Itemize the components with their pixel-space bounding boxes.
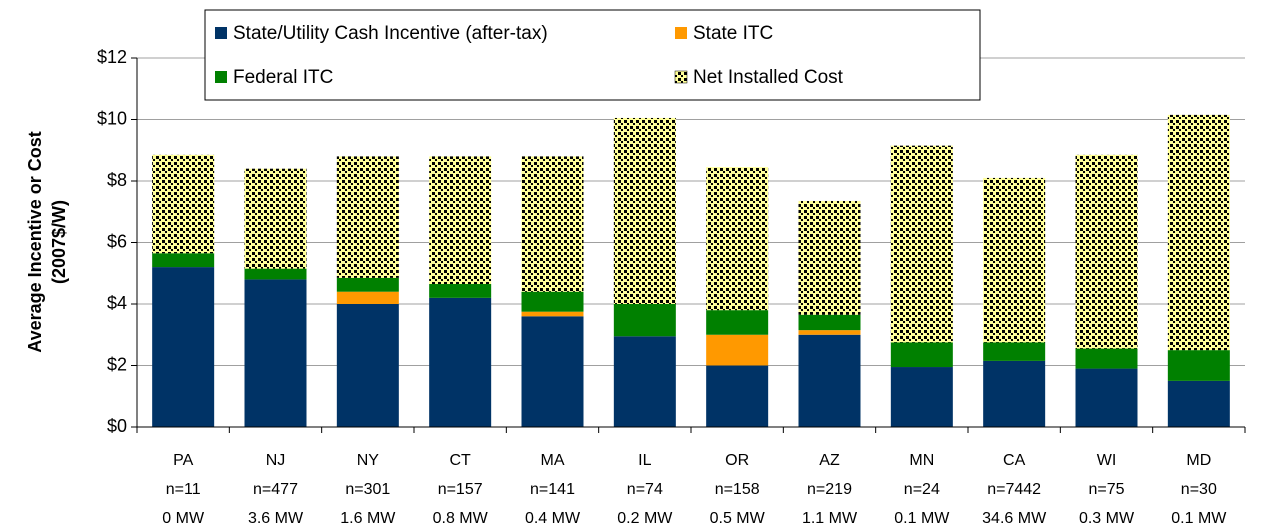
bar-segment xyxy=(336,156,399,278)
y-tick-label: $2 xyxy=(107,354,127,374)
x-tick-label: 0.4 MW xyxy=(525,510,581,527)
y-tick-label: $0 xyxy=(107,416,127,436)
bar-segment xyxy=(429,156,492,285)
x-tick-label: CA xyxy=(1003,452,1026,469)
bar-segment xyxy=(706,365,769,427)
legend: State/Utility Cash Incentive (after-tax)… xyxy=(204,9,981,101)
bar-segment xyxy=(1075,368,1138,427)
x-tick-label: n=75 xyxy=(1088,481,1124,498)
bar-segment xyxy=(429,284,492,298)
bar-segment xyxy=(429,297,492,427)
bar-segment xyxy=(890,367,953,427)
bar-segment xyxy=(152,154,215,254)
x-tick-label: n=301 xyxy=(345,481,390,498)
x-tick-label: n=74 xyxy=(627,481,663,498)
bar-segment xyxy=(521,311,584,317)
x-tick-label: 0.8 MW xyxy=(433,510,489,527)
legend-label: Federal ITC xyxy=(233,67,333,88)
y-axis-title-line: Average Incentive or Cost xyxy=(25,131,45,352)
x-tick-label: n=30 xyxy=(1181,481,1217,498)
bar-segment xyxy=(1167,114,1230,351)
x-tick-label: MN xyxy=(909,452,934,469)
x-tick-label: n=157 xyxy=(438,481,483,498)
bar-segment xyxy=(336,277,399,292)
y-tick-label: $8 xyxy=(107,170,127,190)
bar-segment xyxy=(706,334,769,366)
x-tick-label: n=24 xyxy=(904,481,940,498)
legend-swatch xyxy=(215,71,227,83)
bar-segment xyxy=(521,156,584,292)
x-tick-label: 0.1 MW xyxy=(894,510,950,527)
x-tick-label: n=219 xyxy=(807,481,852,498)
bar-segment xyxy=(798,334,861,427)
x-tick-label: 34.6 MW xyxy=(982,510,1047,527)
legend-label: State/Utility Cash Incentive (after-tax) xyxy=(233,23,548,44)
bar-segment xyxy=(1167,380,1230,427)
legend-swatch xyxy=(215,27,227,39)
x-tick-label: n=11 xyxy=(166,481,201,498)
x-tick-label: NY xyxy=(357,452,380,469)
bar-segment xyxy=(983,342,1046,361)
legend-swatch xyxy=(674,70,688,84)
x-tick-label: 1.6 MW xyxy=(340,510,396,527)
x-tick-label: 0.2 MW xyxy=(617,510,673,527)
bar-segment xyxy=(613,117,676,305)
y-axis-title-line: (2007$/W) xyxy=(49,200,69,284)
x-tick-label: n=7442 xyxy=(987,481,1041,498)
bar-segment xyxy=(1167,350,1230,381)
x-tick-label: 1.1 MW xyxy=(802,510,858,527)
y-tick-label: $6 xyxy=(107,231,127,251)
x-tick-label: WI xyxy=(1097,452,1117,469)
bar-segment xyxy=(152,253,215,268)
legend-label: State ITC xyxy=(693,23,773,44)
x-tick-label: MD xyxy=(1186,452,1211,469)
bar-segment xyxy=(983,177,1046,343)
bar-segment xyxy=(521,291,584,312)
bar-segment xyxy=(798,314,861,331)
bar-segment xyxy=(152,267,215,427)
x-tick-label: n=141 xyxy=(530,481,575,498)
y-tick-label: $10 xyxy=(97,108,127,128)
x-tick-label: CT xyxy=(450,452,472,469)
bar-segment xyxy=(798,200,861,315)
y-tick-label: $12 xyxy=(97,47,127,67)
y-tick-label: $4 xyxy=(107,293,127,313)
bar-segment xyxy=(613,304,676,337)
bar-segment xyxy=(983,360,1046,427)
x-tick-label: NJ xyxy=(266,452,286,469)
bar-segment xyxy=(890,342,953,368)
bar-segment xyxy=(706,167,769,311)
legend-swatch xyxy=(675,27,687,39)
y-axis-title: Average Incentive or Cost (2007$/W) xyxy=(25,131,69,352)
x-tick-label: 0.3 MW xyxy=(1079,510,1135,527)
x-tick-label: 3.6 MW xyxy=(248,510,304,527)
x-tick-label: AZ xyxy=(819,452,840,469)
x-tick-label: n=477 xyxy=(253,481,298,498)
bar-segment xyxy=(244,268,307,280)
bar-segment xyxy=(521,316,584,427)
x-tick-label: 0.5 MW xyxy=(710,510,766,527)
bar-segment xyxy=(613,336,676,427)
legend-box xyxy=(204,9,981,101)
x-tick-label: n=158 xyxy=(715,481,760,498)
x-tick-label: 0.1 MW xyxy=(1171,510,1227,527)
bar-segment xyxy=(336,291,399,304)
bar-segment xyxy=(244,279,307,427)
legend-label: Net Installed Cost xyxy=(693,67,844,88)
bar-segment xyxy=(890,145,953,343)
bar-segment xyxy=(1075,348,1138,369)
bar-segment xyxy=(336,304,399,427)
x-tick-label: MA xyxy=(541,452,565,469)
bar-segment xyxy=(244,168,307,269)
x-tick-label: 0 MW xyxy=(162,510,205,527)
bar-segment xyxy=(1075,154,1138,349)
x-tick-label: OR xyxy=(725,452,749,469)
bar-segment xyxy=(798,330,861,335)
x-tick-label: PA xyxy=(173,452,193,469)
x-tick-label: IL xyxy=(638,452,651,469)
bar-segment xyxy=(706,310,769,335)
